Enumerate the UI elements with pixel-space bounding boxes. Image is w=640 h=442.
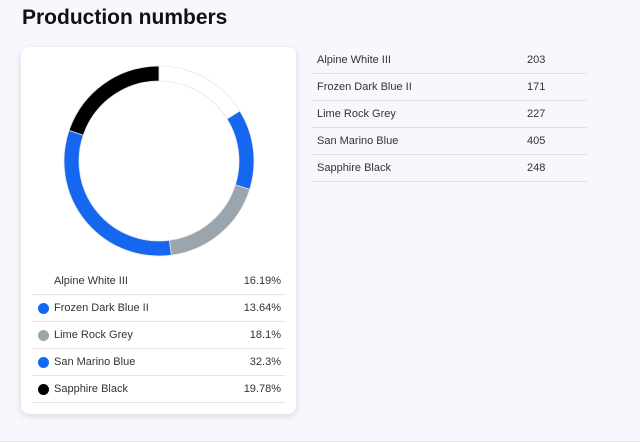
table-cell-name: Lime Rock Grey: [312, 100, 527, 128]
table-cell-value: 248: [527, 154, 587, 182]
legend-value: 16.19%: [243, 275, 281, 287]
table-cell-value: 405: [527, 127, 587, 155]
legend-value: 32.3%: [249, 356, 281, 368]
table-cell-name: Frozen Dark Blue II: [312, 73, 527, 101]
legend-label: Lime Rock Grey: [54, 329, 133, 341]
legend-swatch: [38, 356, 49, 368]
table-cell-name: San Marino Blue: [312, 127, 527, 155]
table-cell-name: Alpine White III: [312, 47, 527, 74]
chart-card: Alpine White III 16.19% Frozen Dark Blue…: [21, 47, 296, 414]
legend-value: 13.64%: [243, 302, 281, 314]
table-row: Frozen Dark Blue II 171: [312, 73, 587, 101]
table-row: San Marino Blue 405: [312, 127, 587, 155]
donut-slice: [63, 129, 172, 257]
donut-slice: [168, 184, 251, 256]
legend-label: San Marino Blue: [54, 356, 136, 368]
legend-value: 18.1%: [249, 329, 281, 341]
legend-item: Frozen Dark Blue II 13.64%: [32, 295, 285, 322]
legend-swatch: [38, 276, 49, 287]
legend-value: 19.78%: [243, 383, 281, 395]
table-row: Lime Rock Grey 227: [312, 100, 587, 128]
table-cell-value: 227: [527, 100, 587, 128]
table-cell-name: Sapphire Black: [312, 154, 527, 182]
donut-slice: [68, 65, 160, 136]
table-cell-value: 171: [527, 73, 587, 101]
legend-label: Sapphire Black: [54, 383, 128, 395]
legend-label: Frozen Dark Blue II: [54, 302, 149, 314]
legend-swatch: [38, 329, 49, 341]
donut-chart: [63, 65, 255, 257]
legend-swatch: [38, 383, 49, 395]
legend-label: Alpine White III: [54, 275, 128, 287]
legend-item: Sapphire Black 19.78%: [32, 376, 285, 403]
production-table: Alpine White III 203 Frozen Dark Blue II…: [312, 47, 587, 182]
legend-item: Alpine White III 16.19%: [32, 268, 285, 295]
page-title: Production numbers: [22, 6, 228, 29]
donut-slice: [226, 110, 255, 190]
table-row: Alpine White III 203: [312, 47, 587, 74]
legend-swatch: [38, 302, 49, 314]
table-row: Sapphire Black 248: [312, 154, 587, 182]
chart-legend: Alpine White III 16.19% Frozen Dark Blue…: [32, 268, 285, 403]
table-cell-value: 203: [527, 47, 587, 74]
donut-slice: [158, 65, 241, 120]
legend-item: Lime Rock Grey 18.1%: [32, 322, 285, 349]
legend-item: San Marino Blue 32.3%: [32, 349, 285, 376]
